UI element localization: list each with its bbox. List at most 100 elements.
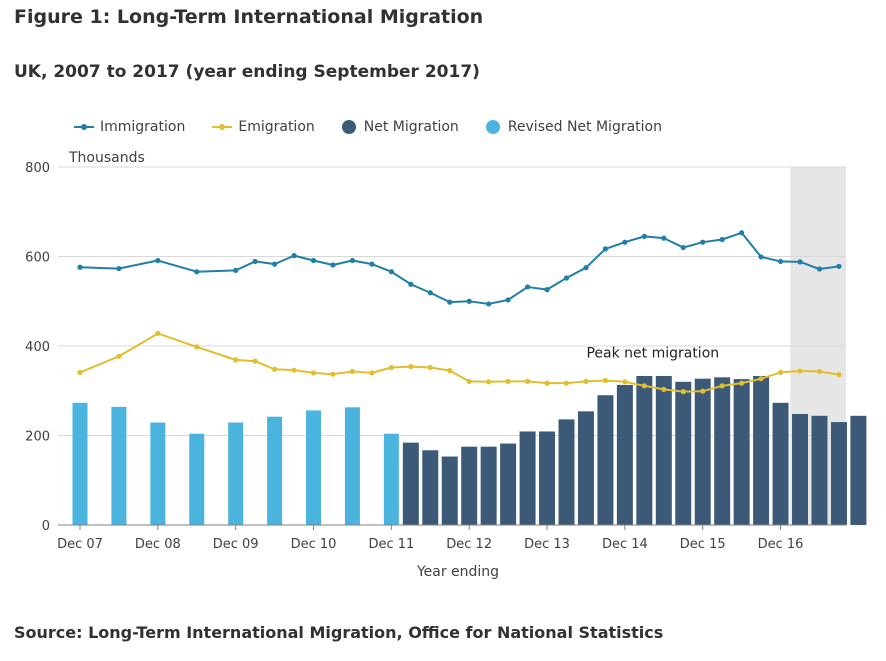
bar-net-migration bbox=[830, 422, 847, 525]
emigration-point bbox=[466, 378, 472, 384]
legend-line-icon bbox=[74, 124, 94, 130]
legend-item-net-migration[interactable]: Net Migration bbox=[341, 119, 459, 135]
bar-revised-net-migration bbox=[72, 402, 88, 525]
emigration-point bbox=[369, 370, 375, 376]
x-tick-label: Dec 11 bbox=[368, 537, 414, 552]
x-tick-label: Dec 10 bbox=[291, 537, 337, 552]
emigration-point bbox=[719, 383, 725, 389]
emigration-point bbox=[680, 389, 686, 395]
y-tick-label: 200 bbox=[25, 430, 50, 445]
y-tick-label: 600 bbox=[25, 251, 50, 266]
y-tick-label: 400 bbox=[25, 340, 50, 355]
immigration-point bbox=[622, 239, 628, 245]
bar-revised-net-migration bbox=[228, 422, 244, 525]
annotation-label: Peak net migration bbox=[586, 345, 719, 361]
immigration-point bbox=[291, 253, 297, 259]
emigration-point bbox=[486, 379, 492, 385]
legend-item-revised-net-migration[interactable]: Revised Net Migration bbox=[485, 119, 662, 135]
emigration-point bbox=[427, 364, 433, 371]
x-axis-title: Year ending bbox=[416, 564, 499, 580]
bar-revised-net-migration bbox=[111, 406, 127, 525]
emigration-point bbox=[194, 344, 200, 350]
emigration-point bbox=[777, 369, 784, 376]
legend-item-emigration[interactable]: Emigration bbox=[212, 119, 315, 135]
emigration-point bbox=[524, 378, 531, 384]
emigration-point bbox=[797, 368, 803, 374]
immigration-point bbox=[583, 265, 589, 271]
immigration-line bbox=[79, 231, 840, 305]
immigration-point bbox=[816, 266, 823, 272]
bar-net-migration bbox=[694, 378, 711, 525]
immigration-point bbox=[252, 258, 258, 265]
y-tick-label: 0 bbox=[42, 519, 50, 534]
immigration-point bbox=[505, 297, 511, 303]
emigration-point bbox=[700, 388, 706, 394]
emigration-point bbox=[116, 353, 122, 359]
bar-revised-net-migration bbox=[189, 433, 205, 525]
immigration-point bbox=[466, 298, 472, 304]
bar-net-migration bbox=[441, 456, 458, 525]
bar-net-migration bbox=[480, 446, 497, 525]
bar-net-migration bbox=[811, 415, 828, 525]
immigration-point bbox=[349, 257, 356, 264]
emigration-point bbox=[836, 372, 842, 378]
immigration-point bbox=[641, 233, 647, 239]
bar-net-migration bbox=[714, 377, 731, 525]
bar-revised-net-migration bbox=[150, 422, 166, 525]
emigration-point bbox=[272, 366, 278, 372]
x-tick-label: Dec 15 bbox=[680, 537, 726, 552]
immigration-point bbox=[661, 235, 667, 241]
immigration-point bbox=[408, 281, 414, 287]
immigration-point bbox=[310, 257, 317, 264]
legend: Immigration Emigration Net Migration Rev… bbox=[74, 117, 689, 137]
bar-net-migration bbox=[616, 384, 633, 525]
emigration-point bbox=[739, 380, 745, 386]
legend-dot-icon bbox=[341, 120, 356, 134]
bar-net-migration bbox=[558, 419, 575, 525]
x-tick-label: Dec 09 bbox=[213, 537, 259, 552]
emigration-point bbox=[816, 368, 823, 375]
legend-label: Revised Net Migration bbox=[507, 119, 662, 135]
legend-label: Net Migration bbox=[363, 119, 459, 135]
emigration-point bbox=[447, 368, 453, 374]
migration-chart: 0 200 400 600 800 Dec 07 Dec 08 Dec 09 Dec 10 De… bbox=[25, 150, 867, 580]
emigration-point bbox=[544, 380, 550, 386]
bar-net-migration bbox=[539, 431, 556, 525]
bar-revised-net-migration bbox=[383, 433, 399, 525]
immigration-point bbox=[777, 258, 784, 265]
x-tick-label: Dec 14 bbox=[602, 537, 648, 552]
immigration-point bbox=[155, 257, 161, 264]
immigration-point bbox=[447, 299, 453, 305]
immigration-point bbox=[388, 269, 394, 275]
bar-net-migration bbox=[422, 450, 439, 525]
bar-net-migration bbox=[792, 414, 809, 525]
chart-title: Figure 1: Long-Term International Migrat… bbox=[14, 6, 484, 28]
bar-net-migration bbox=[636, 375, 653, 525]
bar-net-migration bbox=[675, 381, 692, 525]
emigration-point bbox=[77, 369, 83, 376]
emigration-point bbox=[388, 364, 394, 371]
immigration-point bbox=[544, 287, 550, 293]
bar-net-migration bbox=[597, 395, 614, 525]
immigration-point bbox=[700, 239, 706, 245]
bar-net-migration bbox=[577, 411, 594, 525]
emigration-point bbox=[583, 378, 589, 384]
emigration-point bbox=[310, 370, 317, 376]
bar-net-migration bbox=[500, 443, 517, 525]
emigration-line bbox=[79, 332, 840, 393]
bar-net-migration bbox=[850, 415, 867, 525]
legend-item-immigration[interactable]: Immigration bbox=[74, 119, 185, 135]
immigration-point bbox=[602, 246, 609, 252]
bar-net-migration bbox=[461, 446, 478, 525]
emigration-point bbox=[252, 358, 258, 364]
source-note: Source: Long-Term International Migratio… bbox=[14, 623, 664, 642]
emigration-point bbox=[758, 376, 764, 382]
x-tick-label: Dec 08 bbox=[135, 537, 181, 552]
x-tick-label: Dec 13 bbox=[524, 537, 570, 552]
bar-net-migration bbox=[772, 402, 789, 525]
x-tick-label: Dec 12 bbox=[446, 537, 492, 552]
immigration-point bbox=[369, 261, 375, 267]
immigration-point bbox=[739, 230, 745, 236]
immigration-point bbox=[758, 254, 764, 260]
immigration-point bbox=[797, 259, 803, 265]
